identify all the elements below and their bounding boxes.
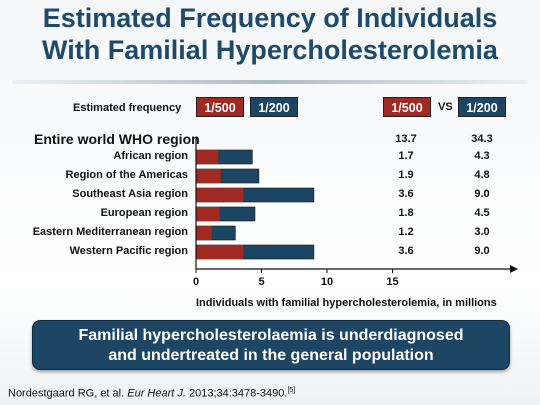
bar-1-500 <box>196 169 221 183</box>
category-label: African region <box>113 150 188 162</box>
bar-1-500 <box>196 150 219 164</box>
world-value-1-500: 13.7 <box>395 133 417 145</box>
citation-reference: [5] <box>287 387 296 394</box>
value-label-1-200: 3.0 <box>474 226 490 238</box>
value-label-1-500: 3.6 <box>398 188 414 200</box>
world-value-1-200: 34.3 <box>471 133 493 145</box>
banner-line-2: and undertreated in the general populati… <box>108 347 434 364</box>
value-label-1-500: 3.6 <box>398 245 414 257</box>
banner-line-1: Familial hypercholesterolaemia is underd… <box>78 327 464 344</box>
title-line-1: Estimated Frequency of Individuals <box>42 3 498 33</box>
legend-item-1-200: 1/200 <box>250 97 298 117</box>
value-label-1-500: 1.8 <box>398 207 414 219</box>
citation-journal: Eur Heart J. <box>127 387 186 400</box>
category-label: Southeast Asia region <box>72 188 188 200</box>
value-label-1-200: 4.5 <box>474 207 490 219</box>
value-label-1-200: 9.0 <box>474 188 490 200</box>
x-axis-title: Individuals with familial hypercholester… <box>196 297 497 309</box>
x-tick-label: 10 <box>321 276 333 288</box>
category-label: Western Pacific region <box>69 245 188 257</box>
category-label: European region <box>100 207 188 219</box>
value-label-1-200: 9.0 <box>474 245 490 257</box>
value-label-1-500: 1.9 <box>398 169 414 181</box>
value-label-1-200: 4.3 <box>474 150 490 162</box>
x-tick-label: 15 <box>386 276 398 288</box>
title-line-2: With Familial Hypercholesterolemia <box>42 35 498 65</box>
value-label-1-200: 4.8 <box>474 169 490 181</box>
category-label: Region of the Americas <box>65 169 188 181</box>
bar-1-500 <box>196 207 220 221</box>
category-label: Eastern Mediterranean region <box>32 226 188 238</box>
title-divider <box>12 80 528 84</box>
vs-label: VS <box>438 101 453 113</box>
x-axis-arrow <box>510 265 518 273</box>
slide-title: Estimated Frequency of Individuals With … <box>0 2 540 66</box>
value-label-1-500: 1.2 <box>398 226 414 238</box>
bar-1-500 <box>196 226 212 240</box>
legend-label: Estimated frequency <box>73 102 182 114</box>
citation-authors: Nordestgaard RG, et al. <box>8 387 128 400</box>
citation: Nordestgaard RG, et al. Eur Heart J. 201… <box>8 387 295 400</box>
column-header-1-500: 1/500 <box>383 97 431 117</box>
citation-details: 2013;34:3478-3490. <box>185 387 288 400</box>
legend-item-1-500: 1/500 <box>196 97 244 117</box>
column-header-1-200: 1/200 <box>458 97 506 117</box>
value-label-1-500: 1.7 <box>398 150 414 162</box>
bar-1-500 <box>196 245 244 259</box>
bar-1-500 <box>196 188 244 202</box>
world-region-label: Entire world WHO region <box>34 131 200 147</box>
key-message-banner: Familial hypercholesterolaemia is underd… <box>32 320 510 370</box>
x-tick-label: 0 <box>193 276 199 288</box>
x-tick-label: 5 <box>258 276 264 288</box>
